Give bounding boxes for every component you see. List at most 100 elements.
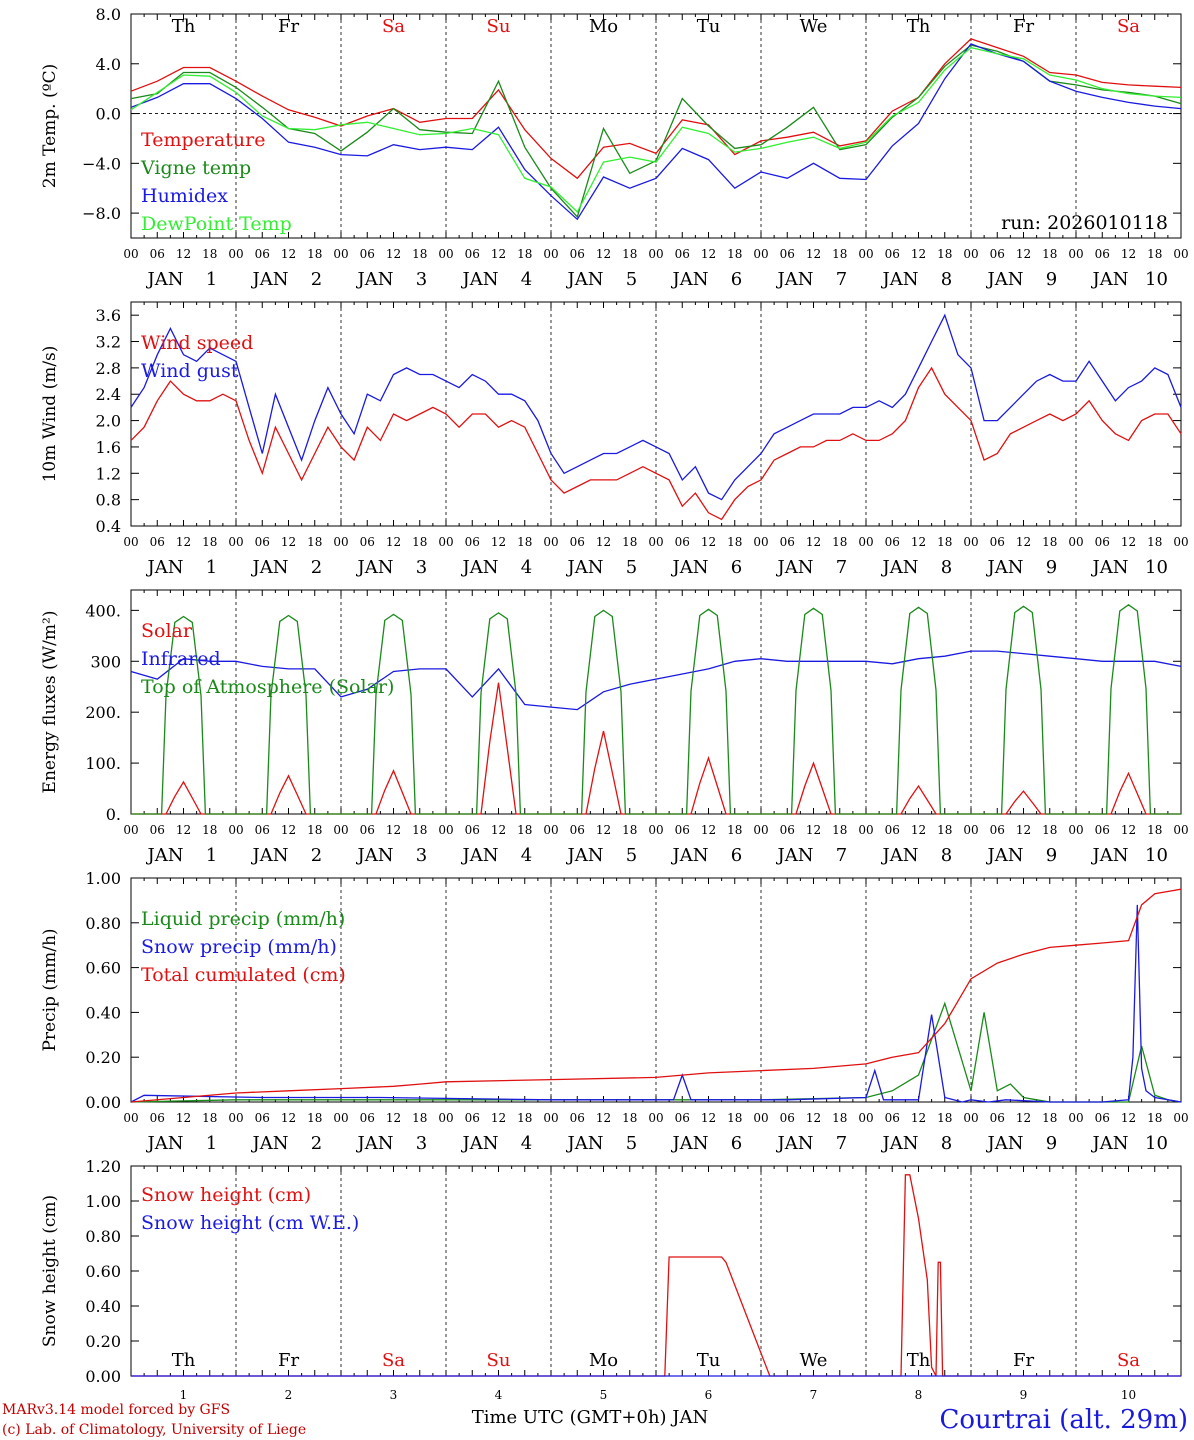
day-name: Mo (589, 1350, 618, 1371)
hour-label: 12 (491, 1111, 506, 1125)
legend-entry: DewPoint Temp (141, 213, 292, 235)
y-tick-label: 0.00 (85, 1367, 121, 1386)
hour-label: 12 (386, 535, 401, 549)
station-label: Courtrai (alt. 29m) (940, 1405, 1189, 1435)
hour-label: 00 (753, 823, 768, 837)
hour-label: 06 (360, 1111, 375, 1125)
hour-label: 12 (596, 823, 611, 837)
legend-entry: Humidex (141, 185, 228, 207)
hour-label: 06 (360, 247, 375, 261)
y-tick-label: 0.00 (85, 1093, 121, 1112)
hour-label: 00 (753, 247, 768, 261)
date-month: JAN (146, 1133, 184, 1154)
hour-label: 12 (386, 1111, 401, 1125)
date-month: JAN (881, 1133, 919, 1154)
day-name: Sa (1117, 1350, 1140, 1371)
hour-label: 06 (990, 247, 1005, 261)
hour-label: 18 (1042, 1111, 1057, 1125)
hour-label: 06 (885, 535, 900, 549)
hour-label: 00 (543, 823, 558, 837)
bottom-day-number: 9 (1020, 1388, 1028, 1402)
y-tick-label: 2.0 (96, 412, 121, 431)
date-day: 4 (521, 1133, 532, 1154)
snow-ylabel: Snow height (cm) (40, 1195, 60, 1347)
hour-label: 00 (858, 535, 873, 549)
hour-label: 12 (176, 1111, 191, 1125)
legend-entry: Wind speed (141, 332, 253, 354)
hour-label: 12 (911, 535, 926, 549)
snow-panel: 1.20 1.00 0.80 0.60 0.40 0.20 0.00 Snow height … (40, 1157, 1182, 1386)
y-tick-label: 100. (85, 754, 121, 773)
y-tick-label: 0.40 (85, 1003, 121, 1022)
hour-label: 06 (465, 535, 480, 549)
day-name: Sa (382, 16, 405, 37)
date-month: JAN (1091, 1133, 1129, 1154)
lab-credit: (c) Lab. of Climatology, University of L… (2, 1422, 306, 1438)
hour-label: 18 (1147, 1111, 1162, 1125)
y-tick-label: 2.8 (96, 359, 121, 378)
hour-label: 18 (1042, 535, 1057, 549)
date-month: JAN (251, 1133, 289, 1154)
date-month: JAN (146, 845, 184, 866)
hour-label: 06 (150, 247, 165, 261)
bottom-day-number: 10 (1121, 1388, 1136, 1402)
precip-ylabel: Precip (mm/h) (40, 928, 60, 1051)
date-month: JAN (1091, 269, 1129, 290)
hour-label: 12 (281, 823, 296, 837)
hour-label: 06 (150, 1111, 165, 1125)
hour-label: 18 (832, 823, 847, 837)
date-month: JAN (251, 269, 289, 290)
hour-label: 12 (1121, 823, 1136, 837)
hour-label: 00 (1068, 823, 1083, 837)
y-tick-label: 2.4 (96, 385, 121, 404)
hour-label: 12 (1016, 1111, 1031, 1125)
hour-label: 18 (622, 823, 637, 837)
hour-label: 12 (176, 535, 191, 549)
date-day: 2 (311, 557, 322, 578)
day-name: Su (487, 1350, 511, 1371)
hour-label: 12 (491, 823, 506, 837)
hour-label: 18 (202, 1111, 217, 1125)
hour-label: 06 (570, 1111, 585, 1125)
date-day: 9 (1046, 269, 1057, 290)
energy-frame (130, 589, 1182, 815)
date-day: 5 (626, 557, 637, 578)
model-credit: MARv3.14 model forced by GFS (2, 1402, 230, 1418)
hour-label: 12 (911, 1111, 926, 1125)
hour-label: 18 (937, 823, 952, 837)
date-day: 3 (416, 269, 427, 290)
hour-label: 18 (412, 247, 427, 261)
date-day: 6 (731, 1133, 742, 1154)
hour-label: 12 (806, 247, 821, 261)
hour-label: 18 (202, 535, 217, 549)
legend-entry: Snow height (cm) (141, 1184, 311, 1206)
date-day: 6 (731, 269, 742, 290)
hour-label: 00 (228, 535, 243, 549)
date-month: JAN (881, 557, 919, 578)
hour-label: 12 (701, 535, 716, 549)
hour-label: 00 (753, 535, 768, 549)
day-name: Th (172, 16, 196, 37)
temp-frame (130, 13, 1182, 239)
y-tick-label: 1.2 (96, 464, 121, 483)
hour-label: 18 (517, 1111, 532, 1125)
legend-entry: Liquid precip (mm/h) (141, 908, 345, 930)
hour-label: 00 (648, 535, 663, 549)
hour-label: 00 (1173, 535, 1188, 549)
hour-label: 06 (465, 823, 480, 837)
hour-label: 18 (202, 823, 217, 837)
date-month: JAN (671, 845, 709, 866)
hour-label: 00 (963, 1111, 978, 1125)
hour-label: 18 (832, 1111, 847, 1125)
date-month: JAN (986, 557, 1024, 578)
date-day: 4 (521, 269, 532, 290)
bottom-day-number: 5 (600, 1388, 608, 1402)
hour-label: 06 (990, 1111, 1005, 1125)
hour-label: 00 (228, 1111, 243, 1125)
day-name: Th (907, 1350, 931, 1371)
hour-label: 00 (543, 247, 558, 261)
hour-label: 18 (937, 1111, 952, 1125)
date-day: 9 (1046, 845, 1057, 866)
hour-label: 00 (333, 247, 348, 261)
hour-label: 12 (596, 535, 611, 549)
